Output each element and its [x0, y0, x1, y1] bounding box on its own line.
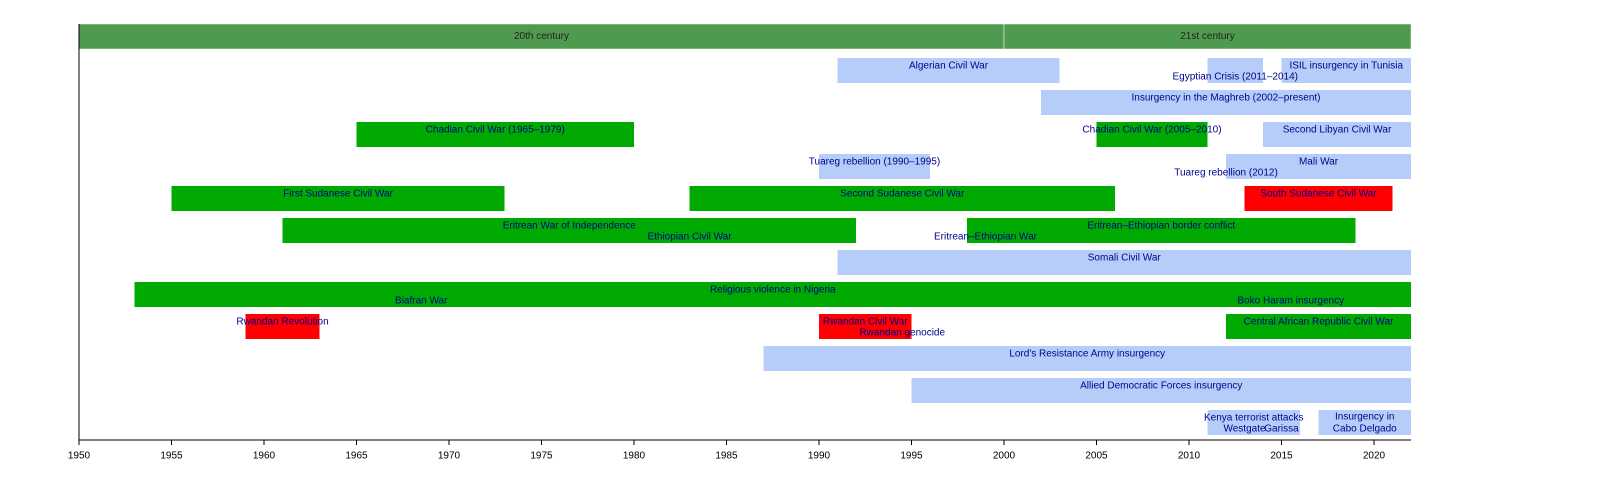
x-tick-label: 2000 — [993, 451, 1016, 462]
x-tick-label: 1950 — [68, 451, 91, 462]
event-label: Central African Republic Civil War — [1244, 317, 1394, 328]
x-tick-label: 1975 — [530, 451, 553, 462]
event-label: Boko Haram insurgency — [1237, 296, 1344, 307]
event-label: Egyptian Crisis (2011–2014) — [1173, 72, 1298, 83]
event-bar — [967, 218, 1004, 243]
event-label: Garissa — [1264, 424, 1299, 435]
event-bar — [393, 282, 449, 307]
event-label: ISIL insurgency in Tunisia — [1289, 61, 1403, 72]
event-bar — [689, 186, 1115, 211]
event-label: Biafran War — [395, 296, 448, 307]
event-bar — [837, 250, 1411, 275]
x-tick-label: 1960 — [253, 451, 276, 462]
event-label: First Sudanese Civil War — [283, 189, 393, 200]
event-bar — [893, 314, 912, 339]
event-label: Insurgency in — [1335, 412, 1394, 423]
x-tick-label: 2015 — [1270, 451, 1293, 462]
era-bar — [1003, 23, 1412, 50]
event-bar — [1263, 122, 1411, 147]
event-bar — [911, 378, 1411, 403]
event-bar — [819, 154, 930, 179]
event-label: Eritrean–Ethiopian border conflict — [1087, 221, 1235, 232]
event-label: Religious violence in Nigeria — [710, 285, 836, 296]
event-bar — [1226, 154, 1411, 179]
event-label: Tuareg rebellion (2012) — [1174, 168, 1278, 179]
event-label: Eritrean War of Independence — [503, 221, 636, 232]
x-tick-label: 1995 — [900, 451, 923, 462]
event-bar — [1207, 410, 1300, 435]
event-label: Mali War — [1299, 157, 1339, 168]
event-label: Second Sudanese Civil War — [840, 189, 965, 200]
event-bar — [1041, 90, 1411, 115]
event-bar — [1170, 282, 1411, 307]
x-tick-label: 1970 — [438, 451, 461, 462]
event-bar — [837, 58, 1060, 83]
event-bar — [523, 218, 856, 243]
x-tick-label: 2005 — [1085, 451, 1108, 462]
x-tick-label: 2010 — [1178, 451, 1201, 462]
event-label: Cabo Delgado — [1333, 424, 1397, 435]
event-bar — [1244, 186, 1393, 211]
x-tick-label: 1955 — [160, 451, 183, 462]
event-label: Tuareg rebellion (1990–1995) — [809, 157, 940, 168]
event-label: Second Libyan Civil War — [1283, 125, 1392, 136]
x-tick-label: 1985 — [715, 451, 738, 462]
event-label: Rwandan genocide — [859, 328, 945, 339]
x-tick-label: 1990 — [808, 451, 831, 462]
x-tick-label: 1980 — [623, 451, 646, 462]
event-label: Lord's Resistance Army insurgency — [1009, 349, 1165, 360]
event-bar — [1207, 58, 1263, 83]
era-bar — [78, 23, 1005, 50]
event-bar — [1096, 122, 1208, 147]
event-bar — [1226, 314, 1411, 339]
event-label: Allied Democratic Forces insurgency — [1080, 381, 1242, 392]
era-label: 21st century — [1180, 31, 1234, 42]
event-bar — [763, 346, 1411, 371]
event-label: Ethiopian Civil War — [647, 232, 732, 243]
event-bar — [245, 314, 320, 339]
event-label: Rwandan Revolution — [236, 317, 328, 328]
event-label: Eritrean–Ethiopian War — [934, 232, 1038, 243]
event-label: Westgate — [1223, 424, 1265, 435]
event-bar — [356, 122, 634, 147]
x-tick-label: 1965 — [345, 451, 368, 462]
event-label: Algerian Civil War — [909, 61, 989, 72]
event-bar — [1318, 410, 1411, 435]
event-bar — [171, 186, 505, 211]
x-tick-label: 2020 — [1363, 451, 1386, 462]
event-label: Chadian Civil War (2005–2010) — [1082, 125, 1221, 136]
event-label: Chadian Civil War (1965–1979) — [426, 125, 565, 136]
event-label: Kenya terrorist attacks — [1204, 413, 1303, 424]
event-bar — [967, 218, 1356, 243]
era-label: 20th century — [514, 31, 569, 42]
event-label: South Sudanese Civil War — [1260, 189, 1377, 200]
event-label: Rwandan Civil War — [823, 317, 908, 328]
event-label: Somali Civil War — [1088, 253, 1162, 264]
event-label: Insurgency in the Maghreb (2002–present) — [1131, 93, 1320, 104]
event-bar — [1281, 58, 1411, 83]
